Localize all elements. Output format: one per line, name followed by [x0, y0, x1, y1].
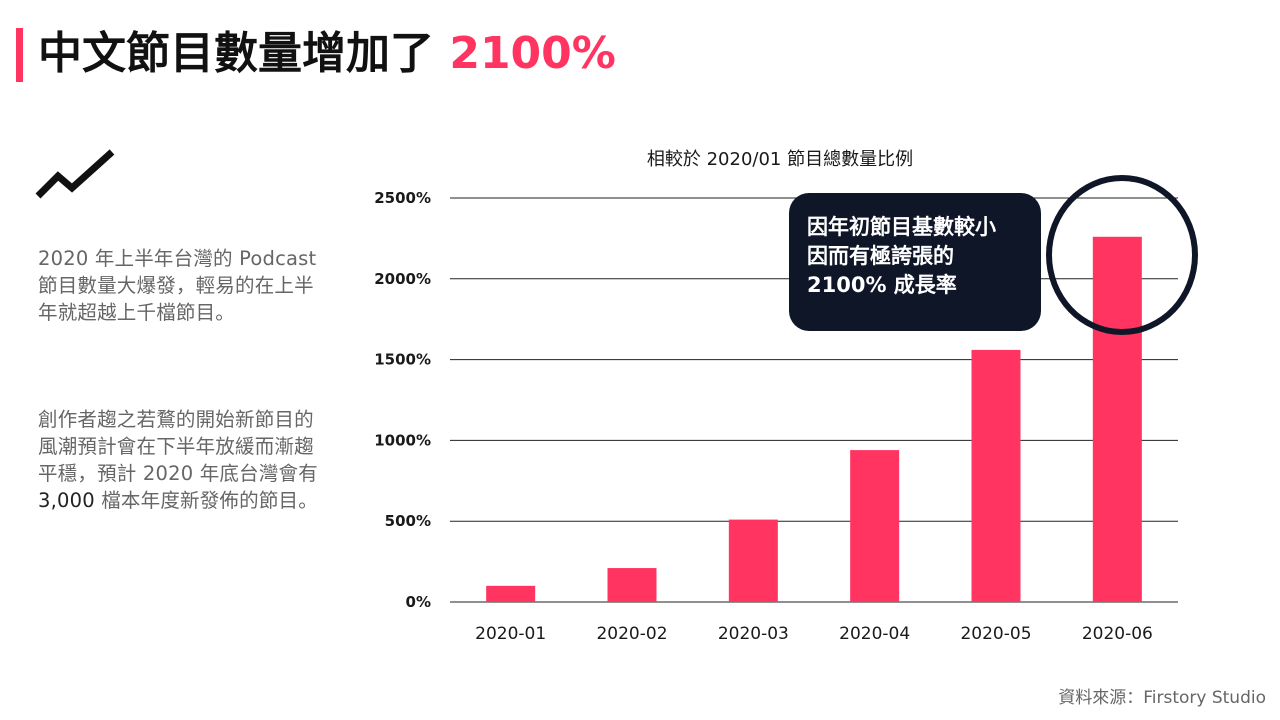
- x-tick-label: 2020-06: [1082, 624, 1153, 644]
- x-tick-label: 2020-04: [839, 624, 910, 644]
- trend-zigzag-icon: [35, 149, 115, 199]
- growth-callout: 因年初節目基數較小 因而有極誇張的 2100% 成長率: [789, 193, 1041, 331]
- y-tick-label: 1000%: [374, 431, 431, 449]
- source-note: 資料來源：Firstory Studio: [1058, 688, 1266, 708]
- x-tick-label: 2020-03: [718, 624, 789, 644]
- y-tick-label: 500%: [385, 512, 431, 530]
- bar-2020-02: [607, 568, 657, 602]
- y-tick-label: 0%: [406, 593, 431, 611]
- intro-paragraph: 2020 年上半年台灣的 Podcast 節目數量大爆發，輕易的在上半年就超越上…: [38, 247, 317, 324]
- forecast-paragraph: 創作者趨之若鶩的開始新節目的風潮預計會在下半年放緩而漸趨平穩，預計 2020 年…: [38, 406, 328, 514]
- x-tick-label: 2020-05: [960, 624, 1031, 644]
- bar-2020-04: [850, 450, 900, 602]
- forecast-text-end: 檔本年度新發佈的節目。: [94, 489, 318, 512]
- forecast-text-start: 創作者趨之若鶩的開始新節目的風潮預計會在下半年放緩而漸趨平穩，預計 2020 年…: [38, 408, 318, 485]
- x-tick-label: 2020-02: [596, 624, 667, 644]
- x-tick-label: 2020-01: [475, 624, 546, 644]
- title-highlight: 2100%: [449, 28, 616, 79]
- callout-line-3: 2100% 成長率: [807, 273, 957, 297]
- y-tick-label: 2500%: [374, 189, 431, 207]
- y-tick-label: 2000%: [374, 270, 431, 288]
- chart-title: 相較於 2020/01 節目總數量比例: [647, 149, 913, 170]
- callout-line-2: 因而有極誇張的: [807, 244, 954, 268]
- title-text: 中文節目數量增加了: [38, 28, 450, 79]
- callout-line-1: 因年初節目基數較小: [807, 215, 996, 239]
- page-title: 中文節目數量增加了 2100%: [38, 22, 616, 86]
- bar-2020-03: [728, 519, 778, 602]
- bar-2020-05: [971, 349, 1021, 602]
- highlight-circle: [1046, 175, 1198, 335]
- bar-2020-01: [486, 585, 536, 602]
- title-accent-bar: [16, 28, 23, 82]
- y-tick-label: 1500%: [374, 351, 431, 369]
- forecast-number: 3,000: [38, 489, 95, 512]
- bar-chart: 相較於 2020/01 節目總數量比例 0% 500% 1000% 1500% 2000…: [374, 149, 1178, 644]
